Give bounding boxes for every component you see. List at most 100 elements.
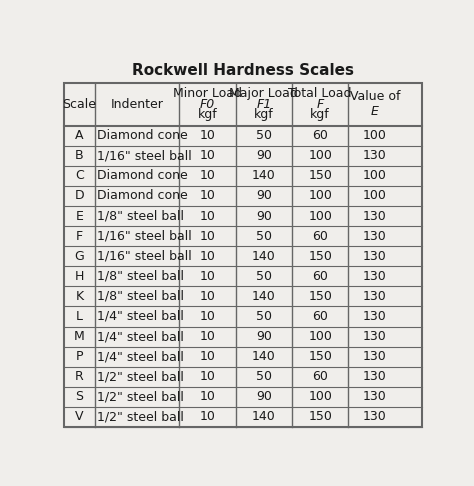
Text: 140: 140 — [252, 170, 276, 182]
Text: Rockwell Hardness Scales: Rockwell Hardness Scales — [132, 63, 354, 78]
Text: 90: 90 — [256, 390, 272, 403]
Text: 10: 10 — [200, 270, 216, 283]
Text: 130: 130 — [363, 370, 387, 383]
Text: G: G — [74, 250, 84, 263]
Text: 130: 130 — [363, 230, 387, 243]
Text: Diamond cone: Diamond cone — [98, 129, 188, 142]
Text: 10: 10 — [200, 129, 216, 142]
Text: E: E — [75, 209, 83, 223]
Text: 60: 60 — [312, 129, 328, 142]
Text: 150: 150 — [308, 170, 332, 182]
Text: 1/4" steel ball: 1/4" steel ball — [98, 330, 184, 343]
Text: Diamond cone: Diamond cone — [98, 170, 188, 182]
Text: 100: 100 — [363, 190, 387, 203]
Text: 130: 130 — [363, 310, 387, 323]
Text: C: C — [75, 170, 84, 182]
Text: 10: 10 — [200, 190, 216, 203]
Text: D: D — [74, 190, 84, 203]
Text: B: B — [75, 149, 84, 162]
Text: 10: 10 — [200, 330, 216, 343]
Text: 130: 130 — [363, 410, 387, 423]
Text: 10: 10 — [200, 250, 216, 263]
Text: kgf: kgf — [198, 108, 218, 121]
Text: 1/4" steel ball: 1/4" steel ball — [98, 310, 184, 323]
Text: 50: 50 — [256, 370, 272, 383]
Text: H: H — [75, 270, 84, 283]
Text: Value of: Value of — [350, 90, 400, 103]
Text: 130: 130 — [363, 270, 387, 283]
Text: 50: 50 — [256, 230, 272, 243]
Text: 10: 10 — [200, 410, 216, 423]
Text: 100: 100 — [363, 170, 387, 182]
Text: 100: 100 — [308, 209, 332, 223]
Text: 10: 10 — [200, 149, 216, 162]
Text: F0: F0 — [200, 98, 215, 111]
Text: 130: 130 — [363, 209, 387, 223]
Text: Indenter: Indenter — [111, 98, 164, 111]
Text: L: L — [76, 310, 83, 323]
Text: 100: 100 — [363, 129, 387, 142]
Text: K: K — [75, 290, 83, 303]
Text: 130: 130 — [363, 250, 387, 263]
Text: 140: 140 — [252, 410, 276, 423]
Text: 130: 130 — [363, 330, 387, 343]
Text: 150: 150 — [308, 410, 332, 423]
Text: Diamond cone: Diamond cone — [98, 190, 188, 203]
Text: R: R — [75, 370, 84, 383]
Text: 1/4" steel ball: 1/4" steel ball — [98, 350, 184, 363]
Text: kgf: kgf — [254, 108, 274, 121]
Text: 130: 130 — [363, 350, 387, 363]
Text: 50: 50 — [256, 310, 272, 323]
Text: 10: 10 — [200, 390, 216, 403]
Text: 100: 100 — [308, 190, 332, 203]
Text: 60: 60 — [312, 310, 328, 323]
Text: 10: 10 — [200, 230, 216, 243]
Text: E: E — [371, 105, 379, 118]
Text: 130: 130 — [363, 290, 387, 303]
Text: 10: 10 — [200, 350, 216, 363]
Text: Minor Load: Minor Load — [173, 87, 242, 100]
Text: 150: 150 — [308, 250, 332, 263]
Text: 90: 90 — [256, 149, 272, 162]
Text: 1/2" steel ball: 1/2" steel ball — [98, 370, 184, 383]
Text: M: M — [74, 330, 85, 343]
Text: 130: 130 — [363, 149, 387, 162]
Text: 10: 10 — [200, 209, 216, 223]
Text: 60: 60 — [312, 230, 328, 243]
Text: 140: 140 — [252, 250, 276, 263]
Text: 10: 10 — [200, 310, 216, 323]
Text: 90: 90 — [256, 190, 272, 203]
Text: F: F — [317, 98, 324, 111]
Text: Total Load: Total Load — [289, 87, 352, 100]
Text: A: A — [75, 129, 84, 142]
Text: 1/8" steel ball: 1/8" steel ball — [98, 270, 184, 283]
Text: P: P — [76, 350, 83, 363]
Text: 150: 150 — [308, 290, 332, 303]
Text: 10: 10 — [200, 290, 216, 303]
Text: 100: 100 — [308, 149, 332, 162]
Text: 130: 130 — [363, 390, 387, 403]
Text: F1: F1 — [256, 98, 272, 111]
Text: 50: 50 — [256, 270, 272, 283]
Text: 90: 90 — [256, 209, 272, 223]
Text: 100: 100 — [308, 330, 332, 343]
Text: 150: 150 — [308, 350, 332, 363]
Text: Scale: Scale — [63, 98, 96, 111]
Text: 1/8" steel ball: 1/8" steel ball — [98, 209, 184, 223]
Text: 100: 100 — [308, 390, 332, 403]
Text: 1/16" steel ball: 1/16" steel ball — [98, 230, 192, 243]
Text: kgf: kgf — [310, 108, 330, 121]
Text: 1/8" steel ball: 1/8" steel ball — [98, 290, 184, 303]
Text: S: S — [75, 390, 83, 403]
Text: 1/2" steel ball: 1/2" steel ball — [98, 390, 184, 403]
Text: F: F — [76, 230, 83, 243]
Text: 140: 140 — [252, 350, 276, 363]
Text: 1/2" steel ball: 1/2" steel ball — [98, 410, 184, 423]
Text: 50: 50 — [256, 129, 272, 142]
Text: 90: 90 — [256, 330, 272, 343]
Text: 60: 60 — [312, 270, 328, 283]
Text: 140: 140 — [252, 290, 276, 303]
Text: V: V — [75, 410, 84, 423]
Text: Major Load: Major Load — [229, 87, 298, 100]
Text: 10: 10 — [200, 370, 216, 383]
